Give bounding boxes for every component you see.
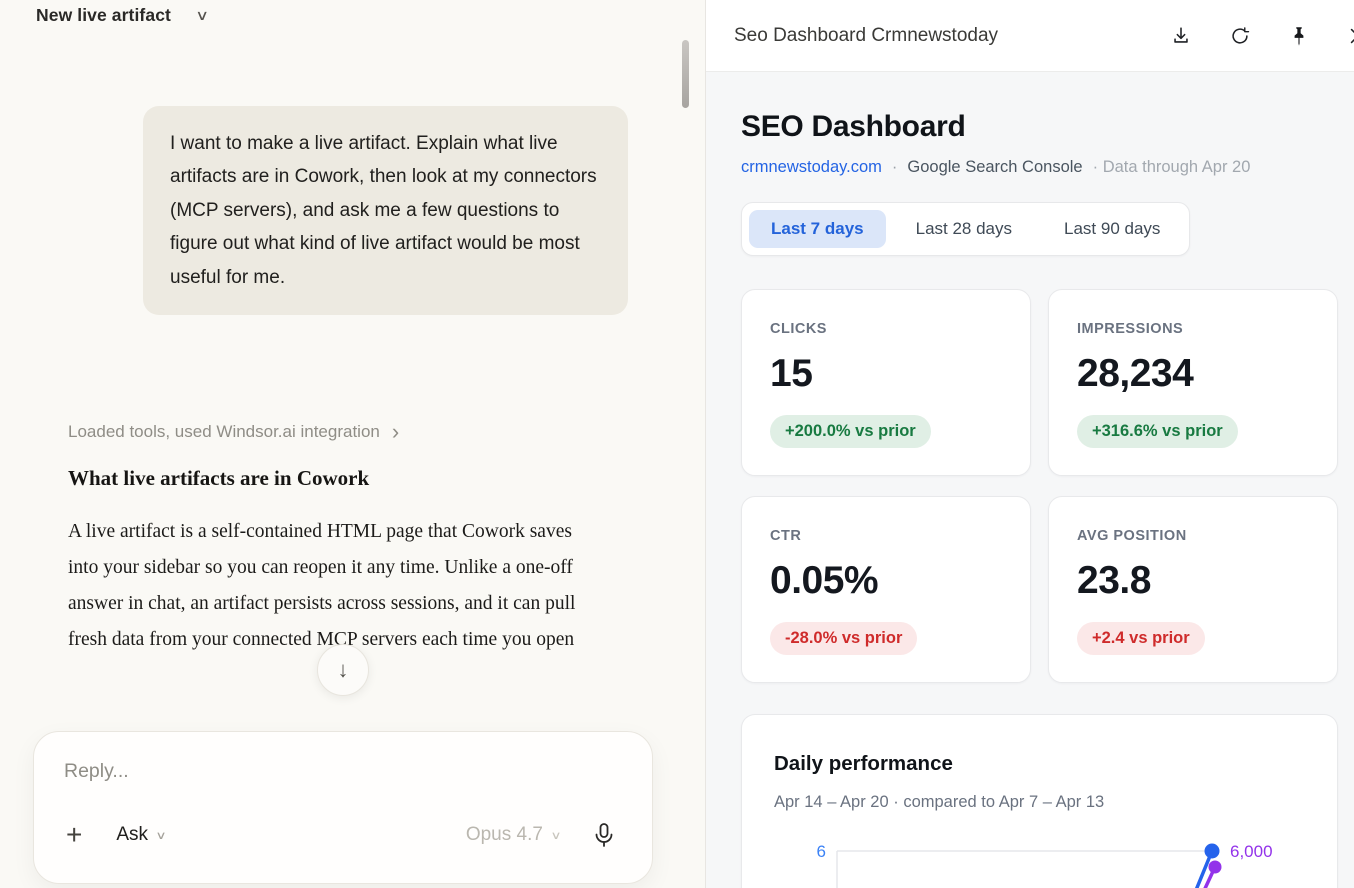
- artifact-header-actions: [1169, 0, 1354, 71]
- metric-value: 0.05%: [770, 559, 879, 602]
- metric-delta-badge: -28.0% vs prior: [770, 622, 918, 655]
- metric-label: CLICKS: [770, 321, 827, 337]
- tab-last-7-days[interactable]: Last 7 days: [749, 210, 886, 248]
- metric-delta-badge: +2.4 vs prior: [1077, 622, 1205, 655]
- refresh-button[interactable]: [1228, 24, 1252, 48]
- close-button[interactable]: [1346, 24, 1354, 48]
- chart-title: Daily performance: [774, 752, 953, 775]
- tab-last-28-days[interactable]: Last 28 days: [915, 219, 1013, 238]
- chevron-right-icon: ›: [391, 419, 400, 444]
- mode-selector[interactable]: Ask ∨: [116, 824, 167, 846]
- answer-paragraph: A live artifact is a self-contained HTML…: [68, 521, 576, 651]
- refresh-icon: [1232, 27, 1250, 44]
- metric-card-ctr: CTR 0.05% -28.0% vs prior: [741, 496, 1031, 683]
- metric-card-avg-position: AVG POSITION 23.8 +2.4 vs prior: [1048, 496, 1338, 683]
- daily-performance-card: Daily performance Apr 14 – Apr 20 · comp…: [741, 714, 1338, 888]
- mode-label: Ask: [116, 824, 149, 845]
- chevron-down-icon: ∨: [550, 829, 562, 842]
- chevron-down-icon: ∨: [155, 829, 167, 842]
- chat-panel: New live artifact ∨ I want to make a liv…: [33, 5, 689, 884]
- dashboard-title: SEO Dashboard: [741, 110, 966, 143]
- close-icon: [1350, 28, 1354, 44]
- attach-plus-button[interactable]: +: [66, 819, 83, 850]
- scroll-to-bottom-button[interactable]: ↓: [317, 644, 369, 696]
- chat-scrollbar[interactable]: [682, 40, 689, 108]
- model-selector[interactable]: Opus 4.7 ∨: [465, 824, 562, 846]
- metric-value: 15: [770, 352, 813, 395]
- metric-delta-badge: +316.6% vs prior: [1077, 415, 1238, 448]
- metric-cards-grid: CLICKS 15 +200.0% vs prior IMPRESSIONS 2…: [741, 289, 1338, 683]
- chevron-down-icon: ∨: [195, 7, 209, 23]
- metric-value: 23.8: [1077, 559, 1151, 602]
- artifact-panel: Seo Dashboard Crmnewstoday: [705, 0, 1354, 888]
- pin-button[interactable]: [1287, 24, 1311, 48]
- date-range-tabs: Last 7 days Last 28 days Last 90 days: [741, 202, 1191, 256]
- dashboard-source-row: crmnewstoday.com · Google Search Console…: [741, 158, 1319, 177]
- metric-label: IMPRESSIONS: [1077, 321, 1184, 337]
- metric-label: CTR: [770, 528, 802, 544]
- user-message-bubble: I want to make a live artifact. Explain …: [143, 106, 628, 316]
- impressions-point: [1208, 860, 1222, 874]
- model-label: Opus 4.7: [465, 824, 543, 845]
- microphone-button[interactable]: [592, 822, 616, 848]
- site-domain-link[interactable]: crmnewstoday.com: [741, 158, 882, 176]
- reply-composer[interactable]: Reply... + Ask ∨ Opus 4.7 ∨: [33, 731, 653, 884]
- daily-performance-chart: 6 6,000: [774, 833, 1305, 888]
- left-axis-tick: 6: [817, 842, 826, 861]
- conversation-title: New live artifact: [36, 5, 171, 25]
- chart-subtitle: Apr 14 – Apr 20 · compared to Apr 7 – Ap…: [774, 793, 1105, 811]
- artifact-window-header: Seo Dashboard Crmnewstoday: [706, 0, 1354, 72]
- right-axis-label: 6,000: [1230, 842, 1273, 861]
- tab-last-90-days[interactable]: Last 90 days: [1064, 219, 1161, 238]
- clicks-point: [1204, 843, 1220, 859]
- composer-toolbar: + Ask ∨ Opus 4.7 ∨: [66, 819, 616, 850]
- metric-delta-badge: +200.0% vs prior: [770, 415, 931, 448]
- artifact-window-title: Seo Dashboard Crmnewstoday: [734, 24, 999, 46]
- answer-heading: What live artifacts are in Cowork: [68, 466, 370, 490]
- tool-status-expander[interactable]: Loaded tools, used Windsor.ai integratio…: [68, 419, 400, 444]
- download-button[interactable]: [1169, 24, 1193, 48]
- arrow-down-icon: ↓: [337, 657, 349, 682]
- download-icon: [1174, 27, 1188, 43]
- reply-input[interactable]: Reply...: [64, 760, 129, 782]
- pin-icon: [1294, 27, 1304, 46]
- tool-status-text: Loaded tools, used Windsor.ai integratio…: [68, 422, 380, 441]
- conversation-title-dropdown[interactable]: New live artifact ∨: [36, 5, 209, 26]
- metric-label: AVG POSITION: [1077, 528, 1187, 544]
- metric-value: 28,234: [1077, 352, 1194, 395]
- metric-card-clicks: CLICKS 15 +200.0% vs prior: [741, 289, 1031, 476]
- seo-dashboard: SEO Dashboard crmnewstoday.com · Google …: [706, 72, 1354, 888]
- data-through-label: · Data through Apr 20: [1092, 158, 1251, 176]
- metric-card-impressions: IMPRESSIONS 28,234 +316.6% vs prior: [1048, 289, 1338, 476]
- separator-dot: ·: [891, 158, 898, 176]
- microphone-icon: [595, 823, 613, 847]
- data-provider-label: Google Search Console: [907, 158, 1083, 176]
